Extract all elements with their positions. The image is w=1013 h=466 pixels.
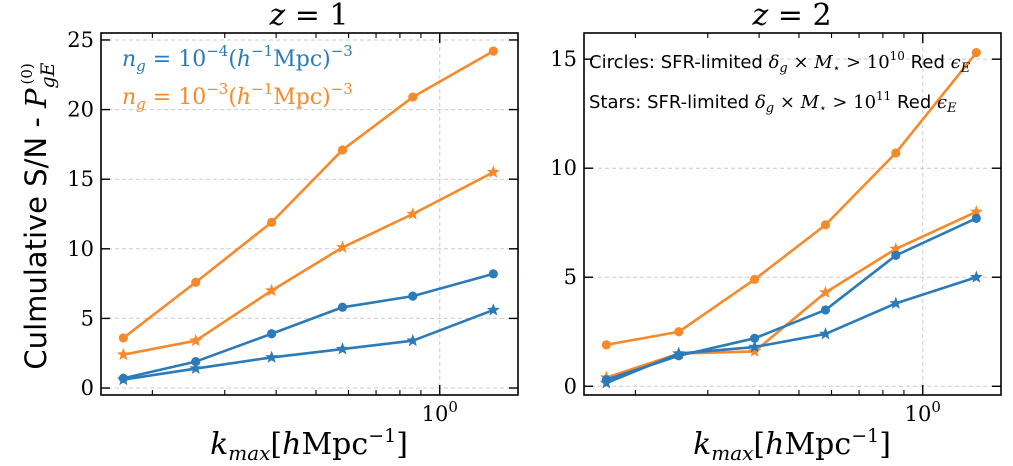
legend-entry-ng-1e-4: ng = 10−4(h−1Mpc)−3 [122,42,353,75]
y-tick-label: 15 [67,167,94,191]
data-point-star [819,327,832,340]
data-point-circle [750,274,760,285]
data-point-circle [891,148,901,158]
data-point-circle [971,48,981,58]
data-point-circle [820,220,831,230]
data-point-star [819,285,832,299]
data-point-star [889,242,903,255]
y-tick-label: 5 [564,265,577,289]
series-line-star-1 [123,171,494,356]
data-point-star [265,350,279,363]
data-point-circle [488,269,498,279]
y-tick-label: 5 [81,306,94,330]
y-tick-label: 25 [67,28,94,52]
data-point-star [969,270,983,283]
data-point-star [336,240,349,253]
annotation-circles: Circles: SFR-limited δg × M⋆ > 1010 Red … [589,49,971,76]
series-z2 [599,48,983,389]
series-z1 [116,46,500,386]
data-point-circle [267,329,277,339]
data-point-star [969,205,983,218]
annotations-z2: Circles: SFR-limited δg × M⋆ > 1010 Red … [589,49,971,116]
data-point-star [116,347,130,361]
data-point-star [406,207,420,220]
data-point-star [406,333,420,347]
data-point-circle [191,277,201,287]
data-point-circle [267,217,277,227]
data-point-circle [408,92,418,102]
panel-title-z2: z = 2 [751,0,831,33]
data-point-circle [601,340,611,350]
y-axis-label: Culmulative S/N - PgE(0) [18,62,59,369]
data-point-circle [820,305,831,315]
data-point-star [599,376,613,389]
data-point-circle [337,145,348,155]
legend-z1: ng = 10−4(h−1Mpc)−3 ng = 10−3(h−1Mpc)−3 [122,42,353,113]
series-line-star-3 [123,308,494,381]
x-tick-label: 100 [422,398,458,426]
panel-title-z1: z = 1 [268,0,348,33]
plot-frame-z2 [583,32,1002,396]
x-tick-label: 100 [905,398,941,426]
series-line-circle-2 [605,217,977,381]
series-line-circle-0 [122,49,494,339]
y-tick-label: 15 [550,47,577,71]
x-axis-label-z2: kmax[hMpc−1] [693,425,891,465]
data-point-star [486,303,500,316]
data-point-star [189,333,203,347]
data-point-circle [118,333,128,343]
data-point-circle [488,46,498,56]
series-line-circle-0 [606,51,978,347]
panel-z2: z = 2 kmax[hMpc−1] 0 5 10 15 100 Circles: SF… [550,0,1002,465]
y-tick-label: 0 [81,376,94,400]
data-point-star [889,296,903,309]
data-point-circle [337,302,348,312]
data-point-star [189,361,203,375]
data-point-star [486,165,500,178]
grid-z1 [101,33,518,395]
data-point-star [336,342,349,355]
data-point-circle [191,356,201,367]
ticks-z2: 0 5 10 15 100 [550,33,1001,426]
grid-z2 [584,33,1001,395]
data-point-circle [891,250,901,261]
data-point-star [748,340,762,353]
data-point-circle [750,333,760,343]
data-point-circle [674,327,684,337]
data-point-star [116,372,130,386]
ticks-z1: 0 5 10 15 20 25 100 [67,28,518,426]
legend-entry-ng-1e-3: ng = 10−3(h−1Mpc)−3 [122,80,353,113]
data-point-circle [408,291,418,301]
annotation-stars: Stars: SFR-limited δg × M⋆ > 1011 Red ϵE [589,89,957,116]
y-tick-label: 10 [550,156,577,180]
data-point-star [265,283,279,297]
panel-z1: z = 1 kmax[hMpc−1] 0 5 10 15 20 25 100 ng = 10… [67,0,519,465]
data-point-circle [971,213,981,223]
plot-frame-z1 [100,32,519,396]
series-line-circle-2 [123,272,494,380]
data-point-star [748,344,762,357]
data-point-star [672,346,686,360]
y-tick-label: 20 [67,98,94,122]
y-tick-label: 0 [564,374,577,398]
series-line-star-3 [605,276,977,385]
y-tick-label: 10 [67,237,94,261]
x-axis-label-z1: kmax[hMpc−1] [210,425,408,465]
